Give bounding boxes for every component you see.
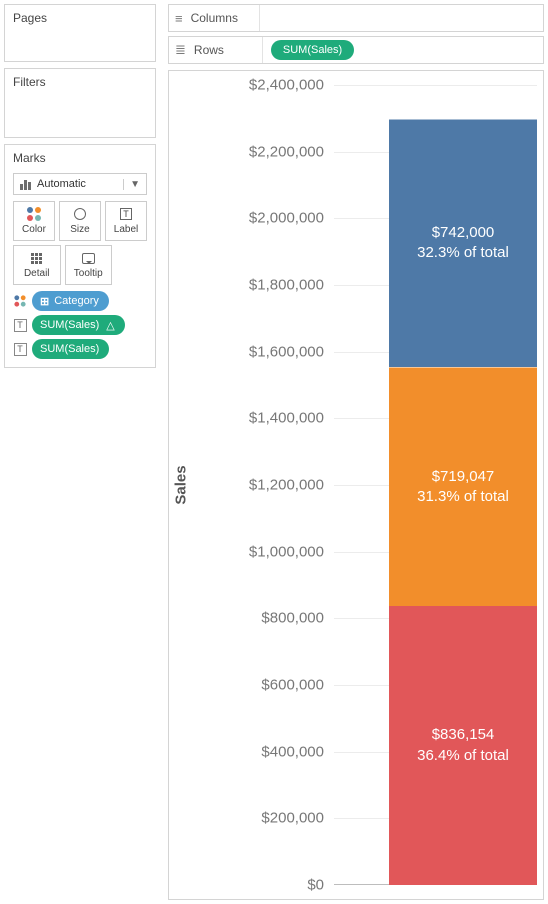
marks-card: Marks Automatic ▼ Color Size T Label <box>4 144 156 368</box>
size-icon <box>74 208 86 220</box>
filters-card: Filters <box>4 68 156 138</box>
y-tick: $600,000 <box>204 677 324 694</box>
y-tick: $200,000 <box>204 810 324 827</box>
marks-pill-category[interactable]: ⊞Category <box>13 291 147 311</box>
label-button[interactable]: T Label <box>105 201 147 241</box>
rows-shelf[interactable]: ≣ Rows SUM(Sales) <box>168 36 544 64</box>
expand-icon: ⊞ <box>40 295 49 308</box>
stacked-bar: $836,15436.4% of total$719,04731.3% of t… <box>389 85 537 885</box>
y-tick: $1,400,000 <box>204 410 324 427</box>
segment-value: $836,154 <box>432 725 495 745</box>
detail-button[interactable]: Detail <box>13 245 61 285</box>
delta-icon: △ <box>106 319 114 332</box>
bar-chart-icon <box>20 178 31 190</box>
y-tick: $2,000,000 <box>204 210 324 227</box>
color-button[interactable]: Color <box>13 201 55 241</box>
bar-segment[interactable]: $836,15436.4% of total <box>389 606 537 885</box>
tooltip-icon <box>82 253 95 264</box>
segment-value: $742,000 <box>432 223 495 243</box>
segment-percent: 36.4% of total <box>417 746 509 766</box>
y-axis-label: Sales <box>173 465 190 504</box>
y-tick: $400,000 <box>204 743 324 760</box>
tooltip-button[interactable]: Tooltip <box>65 245 113 285</box>
size-button[interactable]: Size <box>59 201 101 241</box>
segment-value: $719,047 <box>432 467 495 487</box>
rows-icon: ≣ <box>175 42 186 58</box>
mark-type-label: Automatic <box>37 178 86 190</box>
mark-type-select[interactable]: Automatic ▼ <box>13 173 147 195</box>
columns-shelf[interactable]: ≡ Columns <box>168 4 544 32</box>
detail-icon <box>31 253 42 264</box>
marks-pill-sum2[interactable]: T SUM(Sales) <box>13 339 147 359</box>
pages-card: Pages <box>4 4 156 62</box>
label-icon: T <box>120 208 132 220</box>
y-tick: $800,000 <box>204 610 324 627</box>
rows-pill-sum[interactable]: SUM(Sales) <box>271 40 354 60</box>
bar-segment[interactable]: $719,04731.3% of total <box>389 367 537 607</box>
text-icon: T <box>14 343 27 356</box>
y-tick: $1,600,000 <box>204 343 324 360</box>
y-tick: $0 <box>204 877 324 894</box>
pages-title: Pages <box>5 5 155 27</box>
y-tick: $1,200,000 <box>204 477 324 494</box>
marks-title: Marks <box>5 145 155 167</box>
color-icon <box>27 207 41 221</box>
marks-pill-sum1[interactable]: T SUM(Sales)△ <box>13 315 147 335</box>
bar-segment[interactable]: $742,00032.3% of total <box>389 119 537 366</box>
filters-title: Filters <box>5 69 155 91</box>
y-tick: $2,400,000 <box>204 77 324 94</box>
y-tick: $1,000,000 <box>204 543 324 560</box>
segment-percent: 32.3% of total <box>417 243 509 263</box>
chevron-down-icon: ▼ <box>123 179 140 190</box>
chart-area: Sales $0 $200,000 $400,000 $600,000 $800,000… <box>168 70 544 900</box>
text-icon: T <box>14 319 27 332</box>
y-tick: $2,200,000 <box>204 143 324 160</box>
color-icon <box>14 295 25 306</box>
segment-percent: 31.3% of total <box>417 487 509 507</box>
y-tick: $1,800,000 <box>204 277 324 294</box>
columns-icon: ≡ <box>175 11 183 26</box>
